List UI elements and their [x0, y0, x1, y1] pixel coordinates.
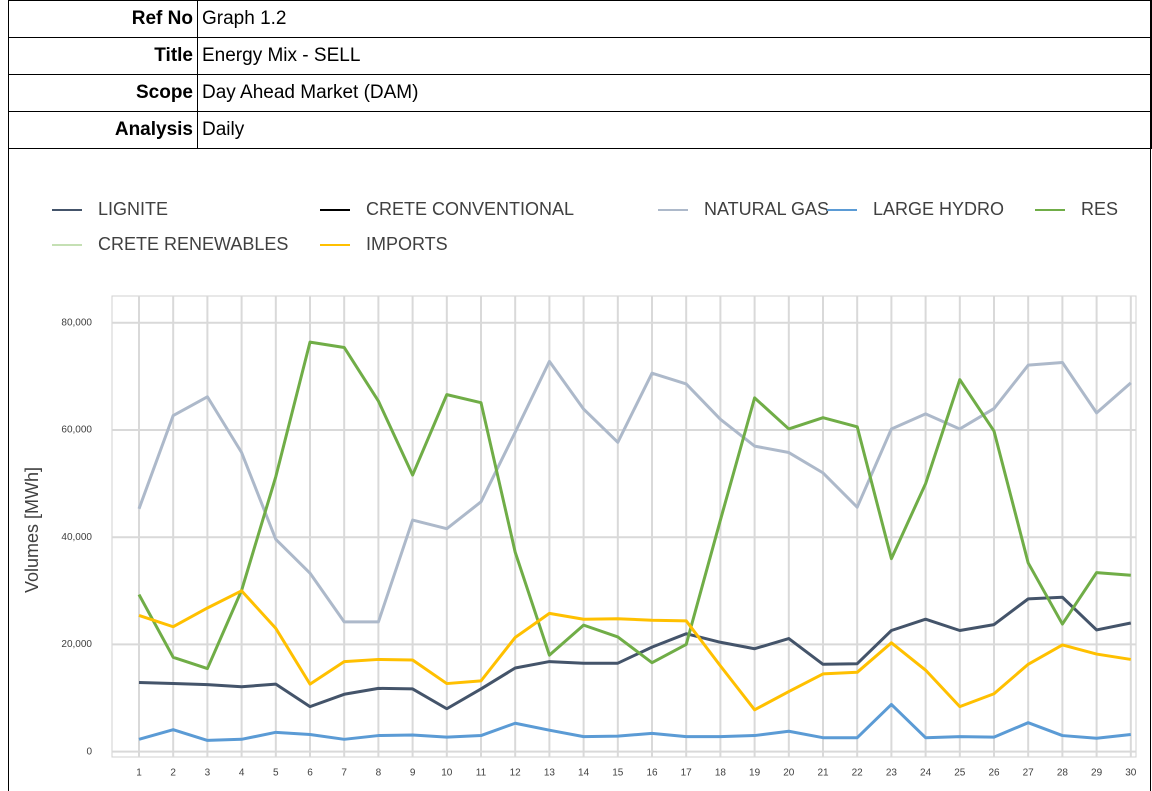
series-line: [137, 340, 1131, 671]
x-tick-label: 25: [954, 768, 966, 779]
legend-label: NATURAL GAS: [704, 199, 829, 219]
x-tick-label: 28: [1057, 768, 1069, 779]
x-tick-label: 9: [410, 768, 416, 779]
series-line: [138, 702, 1131, 742]
x-tick-label: 17: [681, 768, 693, 779]
x-tick-label: 16: [646, 768, 658, 779]
frame: [8, 0, 1151, 791]
y-tick-label: 40,000: [61, 532, 92, 543]
x-tick-label: 30: [1125, 768, 1137, 779]
x-tick-label: 18: [715, 768, 727, 779]
row-label: Analysis: [8, 111, 198, 149]
x-tick-label: 7: [341, 768, 347, 779]
row-label: Ref No: [8, 0, 198, 38]
y-axis-label: Volumes [MWh]: [22, 467, 42, 593]
x-tick-label: 19: [749, 768, 761, 779]
y-tick-label: 0: [86, 746, 92, 757]
series-line: [138, 589, 1132, 712]
x-tick-label: 12: [510, 768, 522, 779]
legend-label: LARGE HYDRO: [873, 199, 1004, 219]
x-tick-label: 4: [239, 768, 245, 779]
series-line: [138, 595, 1132, 711]
legend-label: CRETE CONVENTIONAL: [366, 199, 574, 219]
x-tick-label: 6: [307, 768, 313, 779]
x-tick-label: 26: [988, 768, 1000, 779]
x-tick-label: 29: [1091, 768, 1103, 779]
x-tick-label: 24: [920, 768, 932, 779]
row-value: Day Ahead Market (DAM): [197, 74, 1152, 112]
row-value: Energy Mix - SELL: [197, 37, 1152, 75]
table-row: Ref No Graph 1.2: [8, 0, 1152, 38]
x-tick-label: 13: [544, 768, 556, 779]
row-label: Scope: [8, 74, 198, 112]
x-tick-label: 27: [1023, 768, 1035, 779]
x-tick-label: 1: [136, 768, 142, 779]
x-tick-label: 5: [273, 768, 279, 779]
y-tick-label: 60,000: [61, 425, 92, 436]
x-tick-label: 20: [783, 768, 795, 779]
series-line: [137, 359, 1132, 624]
x-tick-label: 10: [441, 768, 453, 779]
x-tick-label: 23: [886, 768, 898, 779]
table-row: Scope Day Ahead Market (DAM): [8, 74, 1152, 112]
legend-label: RES: [1081, 199, 1118, 219]
plot-frame: [111, 295, 1137, 758]
x-tick-label: 15: [612, 768, 624, 779]
y-tick-label: 80,000: [61, 317, 92, 328]
x-tick-label: 14: [578, 768, 590, 779]
x-tick-label: 22: [852, 768, 864, 779]
info-table: Ref No Graph 1.2 Title Energy Mix - SELL Sco…: [8, 0, 1152, 149]
legend-label: LIGNITE: [98, 199, 168, 219]
x-tick-label: 8: [376, 768, 382, 779]
x-tick-label: 2: [170, 768, 176, 779]
legend-label: IMPORTS: [366, 234, 448, 254]
x-tick-label: 11: [476, 768, 487, 779]
x-tick-label: 3: [205, 768, 211, 779]
legend-label: CRETE RENEWABLES: [98, 234, 288, 254]
x-tick-label: 21: [817, 768, 829, 779]
row-value: Daily: [197, 111, 1152, 149]
row-value: Graph 1.2: [197, 0, 1152, 38]
y-tick-label: 20,000: [61, 639, 92, 650]
table-row: Analysis Daily: [8, 111, 1152, 149]
